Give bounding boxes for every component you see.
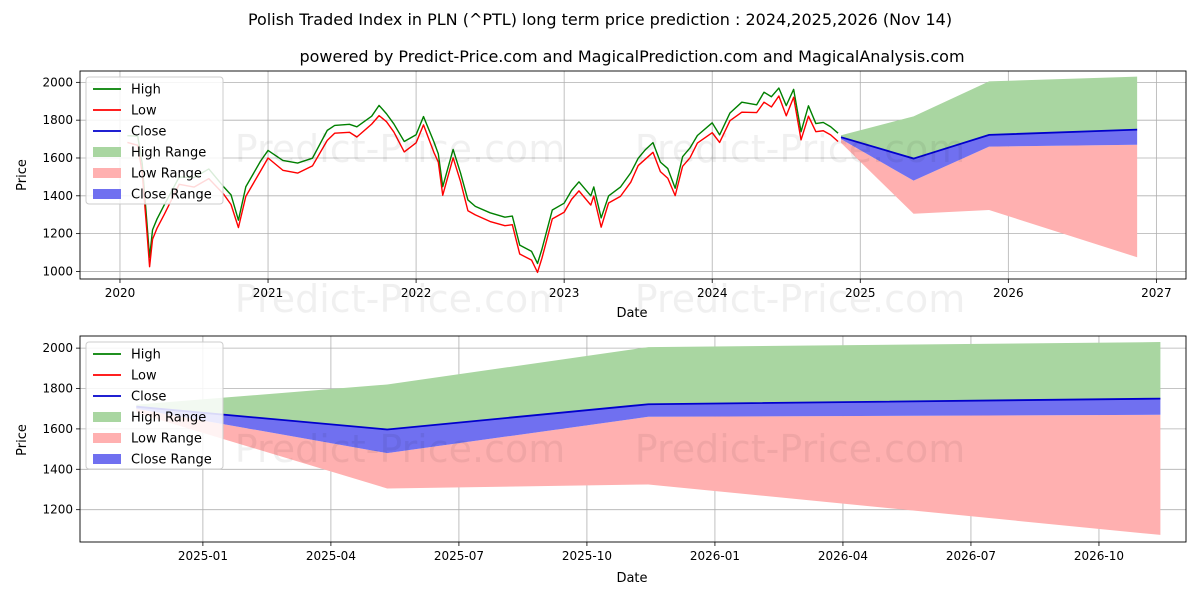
- bottom-close-forecast-line: [136, 397, 1161, 431]
- top-legend-swatch: [93, 189, 121, 199]
- watermark-top-3: Predict-Price.com: [235, 277, 566, 321]
- top-y-tick-label: 1600: [42, 151, 73, 165]
- bottom-x-tick-label: 2026-10: [1074, 549, 1124, 563]
- bottom-y-tick-label: 1600: [42, 422, 73, 436]
- bottom-legend-swatch: [93, 412, 121, 422]
- top-x-tick-label: 2021: [253, 286, 284, 300]
- top-legend-swatch: [93, 147, 121, 157]
- top-legend-label: High: [131, 83, 161, 98]
- top-x-tick-label: 2027: [1141, 286, 1172, 300]
- bottom-x-tick-label: 2025-04: [306, 549, 356, 563]
- top-x-tick-label: 2026: [993, 286, 1024, 300]
- bottom-legend-label: High: [131, 348, 161, 363]
- bottom-y-tick-label: 1800: [42, 382, 73, 396]
- top-close-forecast-line: [840, 128, 1138, 160]
- chart-title: Polish Traded Index in PLN (^PTL) long t…: [248, 10, 952, 29]
- top-legend-label: High Range: [131, 146, 206, 161]
- watermark-top-1: Predict-Price.com: [235, 127, 566, 171]
- top-low-range-band: [841, 139, 1138, 258]
- bottom-legend-label: Low: [131, 369, 157, 384]
- top-legend-label: Low: [131, 104, 157, 119]
- bottom-legend: High Low Close High Range Low Range Close Ran…: [85, 341, 224, 470]
- bottom-x-tick-label: 2025-01: [178, 549, 228, 563]
- watermark-bottom-1: Predict-Price.com: [235, 427, 566, 471]
- top-legend: High Low Close High Range Low Range Close Ran…: [85, 76, 224, 205]
- bottom-y-tick-label: 2000: [42, 341, 73, 355]
- bottom-high-range-band: [136, 342, 1161, 429]
- top-x-tick-label: 2025: [845, 286, 876, 300]
- top-close-range-band: [841, 129, 1138, 181]
- top-x-tick-label: 2024: [697, 286, 728, 300]
- bottom-plot-frame: [79, 335, 1187, 543]
- bottom-x-tick-label: 2026-01: [690, 549, 740, 563]
- watermark-bottom-2: Predict-Price.com: [635, 427, 966, 471]
- top-y-tick-label: 1400: [42, 189, 73, 203]
- top-high-line: [127, 87, 839, 265]
- top-panel: Predict-Price.com Predict-Price.com Pred…: [15, 70, 1187, 321]
- top-legend-label: Close: [131, 125, 166, 140]
- top-x-axis-label: Date: [616, 306, 647, 321]
- top-legend-label: Close Range: [131, 188, 212, 203]
- bottom-legend-label: High Range: [131, 411, 206, 426]
- bottom-legend-swatch: [93, 433, 121, 443]
- bottom-panel: Predict-Price.com Predict-Price.com 2025…: [15, 335, 1187, 586]
- bottom-x-tick-label: 2026-07: [946, 549, 996, 563]
- top-y-tick-label: 1000: [42, 264, 73, 278]
- bottom-low-range-band: [136, 408, 1161, 535]
- top-high-range-band: [841, 76, 1138, 158]
- top-y-tick-label: 1800: [42, 113, 73, 127]
- chart-subtitle: powered by Predict-Price.com and Magical…: [299, 47, 964, 66]
- bottom-legend-swatch: [93, 454, 121, 464]
- bottom-y-tick-label: 1400: [42, 462, 73, 476]
- bottom-x-tick-label: 2025-10: [562, 549, 612, 563]
- top-plot-area: [127, 76, 1138, 274]
- top-plot-frame: [79, 70, 1187, 280]
- top-low-line: [127, 95, 839, 274]
- bottom-plot-area: [136, 342, 1161, 535]
- bottom-legend-label: Close Range: [131, 453, 212, 468]
- bottom-x-tick-label: 2026-04: [818, 549, 868, 563]
- top-y-axis-label: Price: [15, 159, 30, 191]
- top-x-tick-label: 2023: [549, 286, 580, 300]
- watermark-top-4: Predict-Price.com: [635, 277, 966, 321]
- bottom-legend-label: Close: [131, 390, 166, 405]
- top-x-tick-label: 2020: [105, 286, 136, 300]
- bottom-y-tick-label: 1200: [42, 503, 73, 517]
- bottom-y-axis-label: Price: [15, 424, 30, 456]
- watermark-top-2: Predict-Price.com: [635, 127, 966, 171]
- bottom-x-tick-label: 2025-07: [434, 549, 484, 563]
- top-y-tick-label: 1200: [42, 227, 73, 241]
- top-legend-swatch: [93, 168, 121, 178]
- bottom-close-range-band: [136, 398, 1161, 454]
- bottom-x-axis-label: Date: [616, 571, 647, 586]
- top-x-tick-label: 2022: [401, 286, 432, 300]
- bottom-legend-label: Low Range: [131, 432, 202, 447]
- top-legend-label: Low Range: [131, 167, 202, 182]
- top-y-tick-label: 2000: [42, 75, 73, 89]
